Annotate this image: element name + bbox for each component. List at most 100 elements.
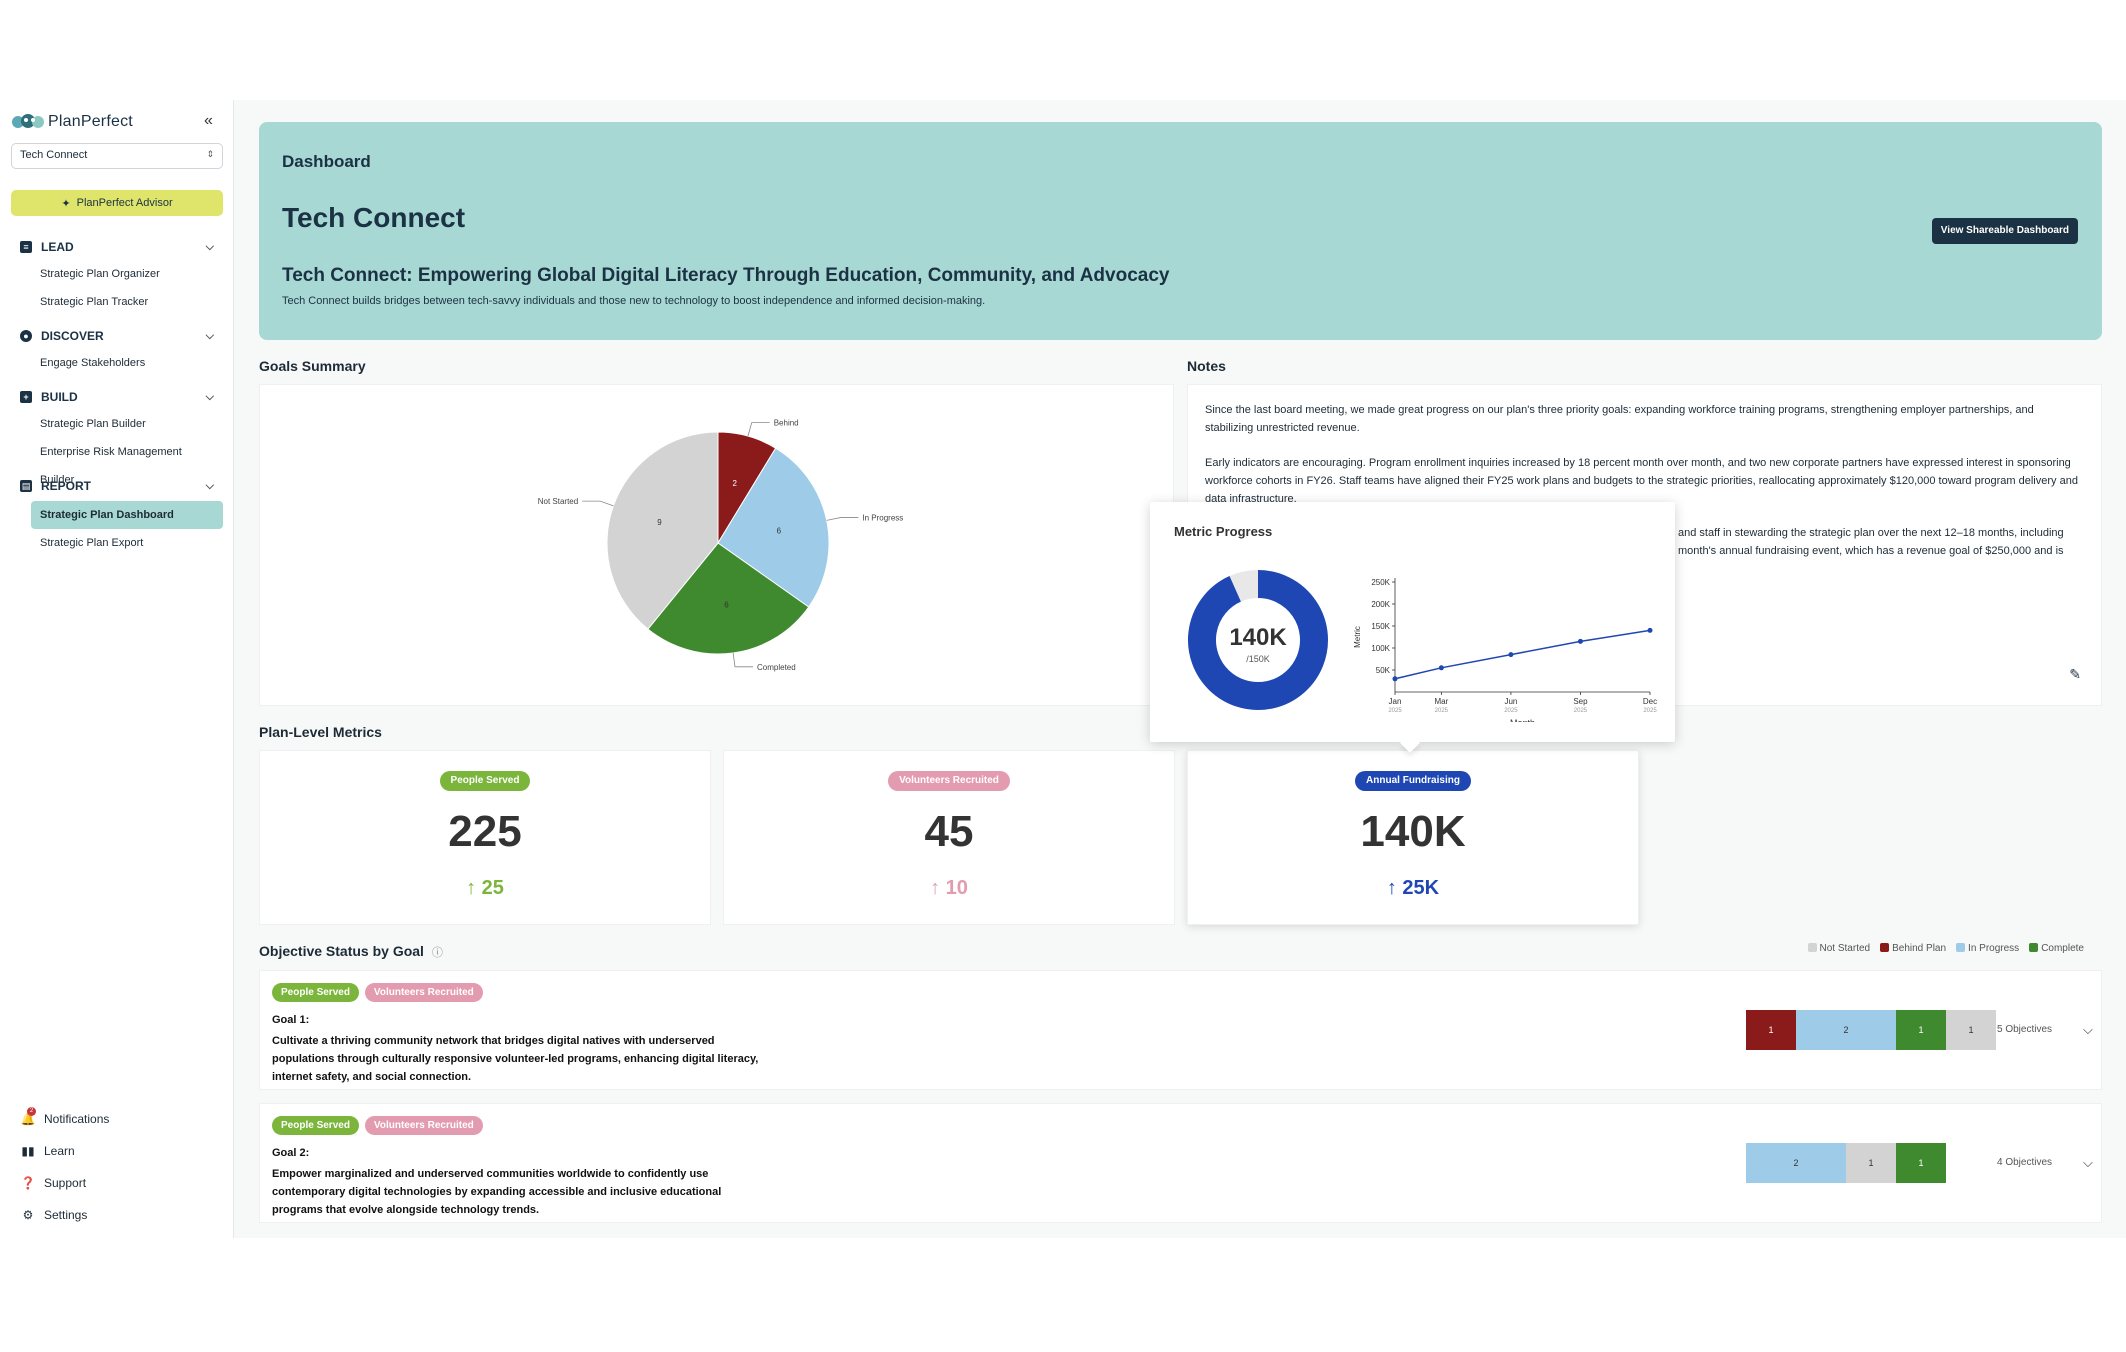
objective-count: 5 Objectives — [1997, 1024, 2053, 1035]
metric-tile-volunteers-recruited[interactable]: Volunteers Recruited 45 ↑ 10 — [723, 750, 1175, 925]
pie-callout-line — [826, 517, 859, 521]
data-point[interactable] — [1438, 665, 1444, 671]
pie-slice-in-progress[interactable] — [717, 447, 830, 608]
x-tick-label: Jan — [1389, 697, 1402, 706]
nav-support-label: Support — [44, 1176, 87, 1190]
report-icon: ▤ — [20, 480, 32, 492]
nav-head-lead[interactable]: ≡ LEAD ⌵ — [20, 238, 214, 256]
edit-notes-icon[interactable]: ✎ — [2069, 666, 2081, 682]
objective-status-title-text: Objective Status by Goal — [259, 943, 424, 959]
pie-category-label: Behind — [774, 419, 799, 428]
nav-notifications[interactable]: 🔔 2 Notifications — [20, 1103, 109, 1135]
advisor-label: PlanPerfect Advisor — [76, 197, 173, 209]
notification-count: 2 — [27, 1107, 36, 1116]
status-segment-not-started[interactable]: 1 — [1946, 1010, 1996, 1050]
data-point[interactable] — [1647, 627, 1653, 633]
page-title: Tech Connect — [282, 202, 466, 233]
nav-item-strategic-plan-export[interactable]: Strategic Plan Export — [40, 537, 144, 549]
pie-slice-completed[interactable] — [647, 542, 810, 655]
folder-plus-icon: + — [20, 391, 32, 403]
nav-section-build: + BUILD ⌵ Strategic Plan Builder Enterpr… — [20, 388, 214, 486]
compass-icon: ● — [20, 330, 32, 342]
nav-item-enterprise-risk-builder[interactable]: Enterprise Risk Management Builder — [40, 446, 182, 486]
y-tick-label: 200K — [1371, 600, 1390, 609]
status-legend: Not Started Behind Plan In Progress Comp… — [1807, 943, 2084, 954]
bottom-nav: 🔔 2 Notifications ▮▮ Learn ❓ Support ⚙ Se… — [20, 1103, 109, 1231]
nav-learn-label: Learn — [44, 1144, 75, 1158]
gear-icon: ⚙ — [22, 1208, 34, 1222]
nav-item-engage-stakeholders[interactable]: Engage Stakeholders — [40, 357, 146, 369]
nav-section-lead: ≡ LEAD ⌵ Strategic Plan Organizer Strate… — [20, 238, 214, 316]
status-segment-not-started[interactable]: 1 — [1846, 1143, 1896, 1183]
collapse-sidebar-icon[interactable]: « — [204, 112, 213, 129]
legend-complete: Complete — [2029, 943, 2084, 954]
nav-head-discover[interactable]: ● DISCOVER ⌵ — [20, 327, 214, 345]
goals-pie-chart: 2 Behind 6 In Progress 6 Completed 9 Not Starte… — [538, 419, 904, 672]
nav-head-label: BUILD — [41, 390, 78, 404]
metric-tile-annual-fundraising[interactable]: Annual Fundraising 140K ↑ 25K — [1187, 750, 1639, 925]
sidebar: PlanPerfect « Tech Connect ⇕ ✦ PlanPerfe… — [0, 100, 234, 1238]
nav-item-strategic-plan-organizer[interactable]: Strategic Plan Organizer — [40, 268, 160, 280]
metric-tile-people-served[interactable]: People Served 225 ↑ 25 — [259, 750, 711, 925]
goal-card-1[interactable]: People Served Volunteers Recruited Goal … — [259, 970, 2102, 1090]
nav-item-strategic-plan-tracker[interactable]: Strategic Plan Tracker — [40, 296, 149, 308]
advisor-button[interactable]: ✦ PlanPerfect Advisor — [11, 190, 223, 216]
logo[interactable]: PlanPerfect — [12, 110, 133, 134]
chevron-down-icon: ⌵ — [205, 479, 214, 492]
goals-summary-title: Goals Summary — [259, 358, 366, 374]
nav-head-build[interactable]: + BUILD ⌵ — [20, 388, 214, 406]
nav-notifications-label: Notifications — [44, 1112, 110, 1126]
chevron-down-icon: ⌵ — [205, 329, 214, 342]
legend-behind: Behind Plan — [1880, 943, 1946, 954]
metric-label: People Served — [439, 771, 531, 791]
arrow-up-icon: ↑ — [466, 877, 482, 899]
pie-callout-line — [747, 422, 770, 437]
metric-label: Volunteers Recruited — [888, 771, 1010, 791]
expand-chevron-icon[interactable]: ⌵ — [2083, 1022, 2093, 1037]
expand-chevron-icon[interactable]: ⌵ — [2083, 1155, 2093, 1170]
notes-body[interactable]: Since the last board meeting, we made gr… — [1205, 401, 2085, 525]
objective-count: 4 Objectives — [1997, 1157, 2053, 1168]
data-point[interactable] — [1577, 638, 1583, 644]
status-segment-in-progress[interactable]: 2 — [1796, 1010, 1896, 1050]
metric-delta: ↑ 25 — [260, 877, 710, 900]
pie-value-label: 9 — [657, 518, 662, 527]
nav-settings[interactable]: ⚙ Settings — [20, 1199, 109, 1231]
nav-item-strategic-plan-builder[interactable]: Strategic Plan Builder — [40, 418, 146, 430]
goal-text: Cultivate a thriving community network t… — [272, 1035, 759, 1083]
x-axis-label: Month — [1510, 718, 1535, 722]
info-icon[interactable]: ⓘ — [431, 947, 443, 959]
nav-head-report[interactable]: ▤ REPORT ⌵ — [20, 477, 214, 495]
arrow-up-icon: ↑ — [1386, 877, 1403, 899]
legend-swatch — [1956, 943, 1966, 952]
view-shareable-dashboard-button[interactable]: View Shareable Dashboard — [1931, 218, 2078, 244]
status-segment-behind[interactable]: 1 — [1746, 1010, 1796, 1050]
dashboard-header: Dashboard Tech Connect Tech Connect: Emp… — [259, 122, 2102, 340]
x-tick-year-label: 2025 — [1574, 708, 1588, 714]
sparkle-icon: ✦ — [61, 197, 71, 210]
data-point[interactable] — [1392, 676, 1398, 682]
donut-progress-arc — [1188, 570, 1328, 710]
nav-support[interactable]: ❓ Support — [20, 1167, 109, 1199]
metric-progress-popover: Metric Progress 140K /150K 250K 200K 150K 1… — [1150, 502, 1675, 753]
chevron-down-icon: ⌵ — [205, 390, 214, 403]
plan-description: Tech Connect builds bridges between tech… — [282, 295, 986, 307]
goal-tag: People Served — [272, 1116, 359, 1135]
pie-category-label: Completed — [757, 663, 796, 672]
data-point[interactable] — [1508, 652, 1514, 658]
legend-label: Not Started — [1819, 943, 1871, 954]
y-tick-label: 50K — [1376, 666, 1391, 675]
x-tick-year-label: 2025 — [1388, 708, 1402, 714]
status-segment-complete[interactable]: 1 — [1896, 1143, 1946, 1183]
goal-card-2[interactable]: People Served Volunteers Recruited Goal … — [259, 1103, 2102, 1223]
status-segment-in-progress[interactable]: 2 — [1746, 1143, 1846, 1183]
org-select[interactable]: Tech Connect ⇕ — [11, 143, 223, 169]
help-icon: ❓ — [20, 1176, 36, 1190]
nav-learn[interactable]: ▮▮ Learn — [20, 1135, 109, 1167]
goal-text: Empower marginalized and underserved com… — [272, 1168, 722, 1216]
donut-value: 140K — [1229, 624, 1287, 651]
status-segment-complete[interactable]: 1 — [1896, 1010, 1946, 1050]
x-tick-year-label: 2025 — [1435, 708, 1449, 714]
nav-item-strategic-plan-dashboard[interactable]: Strategic Plan Dashboard — [31, 501, 223, 529]
